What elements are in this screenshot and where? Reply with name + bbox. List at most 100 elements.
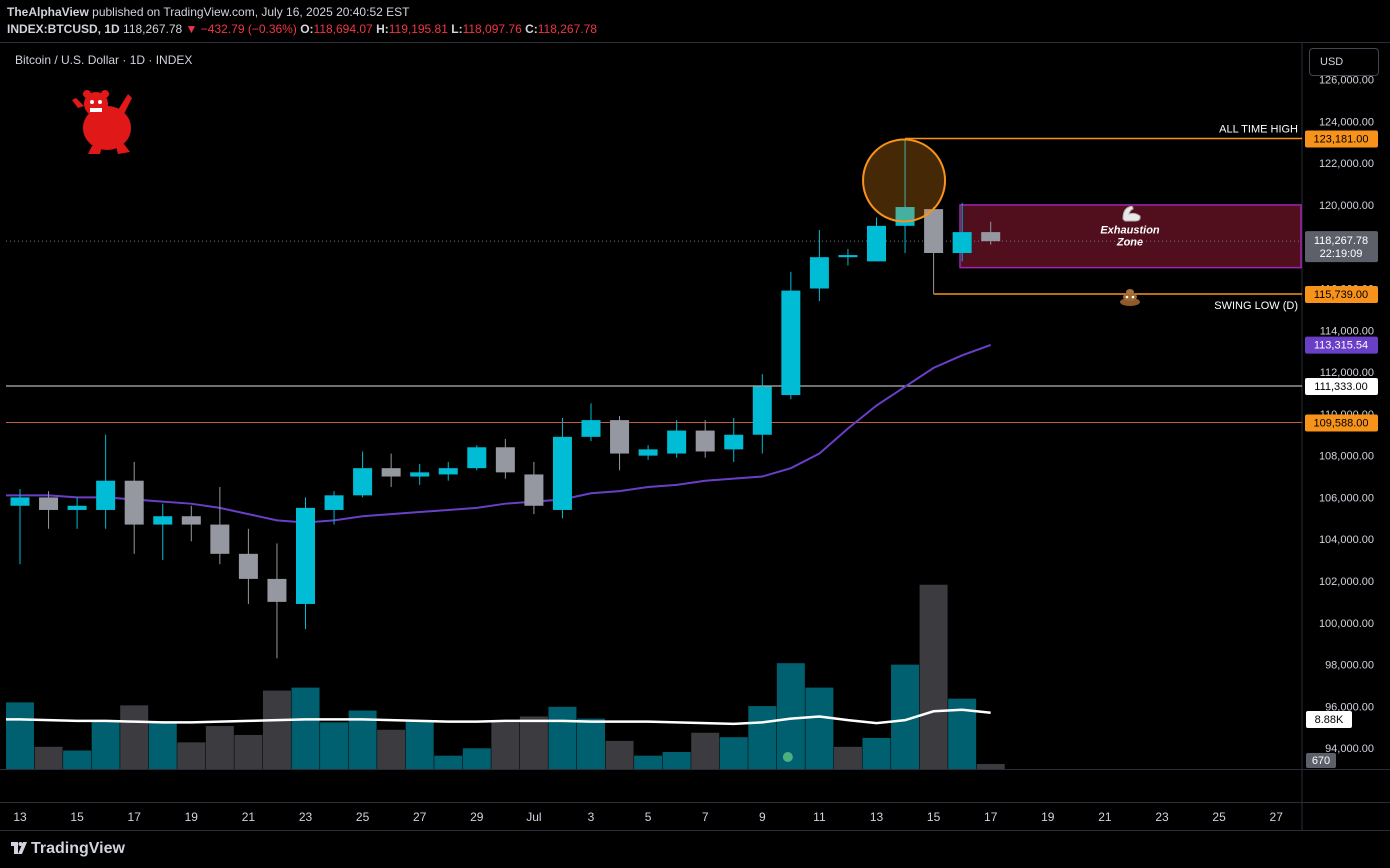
candle-body [324, 495, 344, 510]
currency-button[interactable]: USD [1309, 48, 1379, 76]
y-tick-label: 100,000.00 [1319, 618, 1374, 630]
volume-bar [205, 726, 234, 769]
candle-body [467, 447, 487, 469]
y-tick-label: 112,000.00 [1320, 367, 1374, 379]
tradingview-logo-icon [11, 842, 27, 854]
price-axis-label: 123,181.00 [1305, 130, 1378, 148]
countdown-label-text: 22:19:09 [1320, 248, 1363, 260]
volume-bar [748, 706, 777, 769]
last-price-label-text: 118,267.78 [1314, 235, 1368, 247]
volume-bar [919, 584, 948, 769]
y-tick-label: 114,000.00 [1320, 325, 1374, 337]
price-label-text: 111,333.00 [1314, 381, 1367, 393]
volume-bar [691, 732, 720, 769]
x-tick-label: 5 [645, 810, 652, 824]
candle-body [438, 468, 458, 475]
last-price-label-bg [1305, 231, 1378, 263]
volume-bar [291, 687, 320, 769]
volume-bar [405, 721, 434, 769]
candle-body [838, 255, 858, 258]
ma-line [6, 343, 992, 524]
poop-eye [1131, 295, 1135, 299]
candle-body [210, 524, 230, 554]
open-value: 118,694.07 [313, 22, 373, 36]
candle-body [867, 225, 886, 262]
x-tick-label: 27 [413, 810, 427, 824]
price-axis-label: 115,739.00 [1305, 285, 1378, 303]
candle-body [924, 209, 944, 253]
candle-body [981, 232, 1001, 242]
y-tick-label: 106,000.00 [1319, 492, 1374, 504]
tradingview-logo[interactable]: TradingView [11, 840, 125, 858]
volume-bar [491, 722, 520, 769]
volume-bar [34, 746, 63, 769]
volume-bar [548, 706, 577, 769]
volume-bar [6, 702, 34, 769]
publisher-name[interactable]: TheAlphaView [7, 5, 89, 19]
poop-base [1120, 298, 1140, 306]
low-label: L: [451, 22, 463, 36]
change-value: −432.79 (−0.36%) [200, 22, 297, 36]
candle-body [181, 516, 201, 525]
candle-body [667, 430, 687, 454]
x-tick-label: 17 [128, 810, 142, 824]
price-axis-label: 111,333.00 [1305, 378, 1378, 396]
close-label: C: [525, 22, 538, 36]
swing-low-label: SWING LOW (D) [1214, 300, 1298, 312]
y-tick-label: 126,000.00 [1319, 75, 1374, 87]
high-label: H: [376, 22, 389, 36]
y-tick-label: 98,000.00 [1325, 660, 1374, 672]
volume-bar [577, 718, 605, 769]
price-label-bg [1305, 130, 1378, 148]
volume-axis-label-bg [1306, 711, 1352, 728]
candle-body [552, 436, 572, 510]
candle-body [952, 232, 972, 253]
volume-bar [434, 755, 463, 769]
zone-label-line2: Zone [1116, 236, 1143, 248]
candle-body [353, 468, 373, 496]
y-tick-label: 108,000.00 [1319, 451, 1374, 463]
candle-body [781, 290, 801, 396]
brand-text: TradingView [31, 840, 125, 857]
candle-body [638, 449, 658, 456]
volume-last-label-text: 670 [1312, 755, 1330, 767]
volume-bar [519, 716, 548, 769]
x-tick-label: 15 [927, 810, 941, 824]
candle-body [67, 505, 87, 510]
ath-label: ALL TIME HIGH [1219, 123, 1298, 135]
volume-bar [833, 746, 862, 769]
change-arrow-icon: ▼ [185, 22, 198, 36]
candle-body [724, 434, 744, 450]
volume-bar [462, 748, 491, 769]
open-label: O: [300, 22, 314, 36]
candle-body [524, 474, 544, 506]
ath-circle-highlight [862, 138, 947, 223]
volume-bar [805, 687, 834, 769]
volume-bar [662, 751, 691, 769]
price-label-text: 123,181.00 [1313, 133, 1368, 145]
price-label-bg [1305, 285, 1378, 303]
x-tick-label: Jul [526, 810, 541, 824]
volume-last-label: 670 [1306, 753, 1336, 768]
candle-body [752, 386, 772, 435]
price-label-text: 109,588.00 [1313, 417, 1368, 429]
bear-sticker-icon [72, 90, 132, 154]
y-tick-label: 104,000.00 [1319, 534, 1374, 546]
x-tick-label: 13 [13, 810, 27, 824]
x-tick-label: 15 [70, 810, 84, 824]
symbol-line: INDEX:BTCUSD, 1D [7, 22, 120, 36]
volume-bar [377, 729, 406, 769]
x-tick-label: 3 [588, 810, 595, 824]
volume-bar [262, 690, 291, 769]
volume-axis-label: 8.88K [1306, 711, 1352, 728]
price-axis-label: 109,588.00 [1305, 414, 1378, 432]
candle-body [695, 430, 715, 452]
x-tick-label: 23 [299, 810, 313, 824]
volume-ma-line [6, 708, 991, 726]
x-tick-label: 19 [185, 810, 199, 824]
close-value: 118,267.78 [537, 22, 597, 36]
high-value: 119,195.81 [388, 22, 448, 36]
volume-bar [605, 740, 634, 769]
